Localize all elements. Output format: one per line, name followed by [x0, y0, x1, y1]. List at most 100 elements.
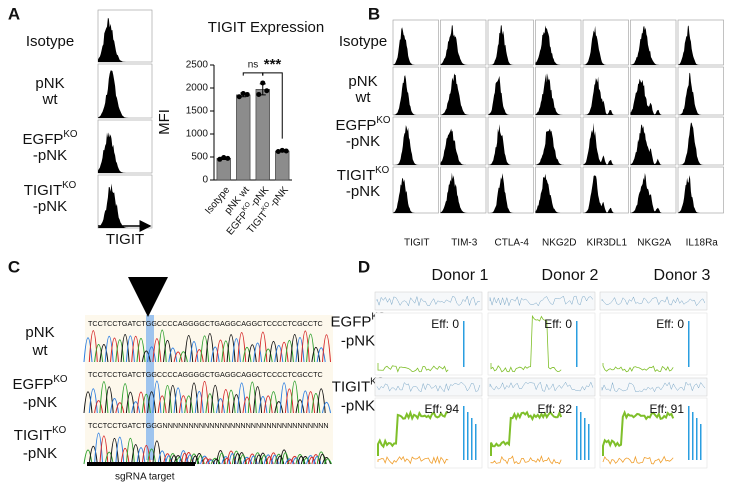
trace-peak [226, 334, 236, 363]
annotation: ns [248, 59, 259, 70]
trace-peak [216, 339, 225, 363]
text-part: -pNK [23, 445, 57, 462]
trace-peak [168, 347, 178, 363]
bar [255, 89, 270, 181]
histogram [678, 175, 724, 213]
trace-peak [242, 396, 252, 414]
text-part: -pNK [346, 133, 380, 150]
y-tick-label: 2500 [186, 60, 209, 71]
histogram [98, 70, 152, 118]
y-tick-label: 2000 [186, 83, 209, 94]
trace-peak [247, 381, 257, 414]
histogram-frame [487, 166, 534, 214]
trace-peak [83, 391, 93, 414]
histogram [488, 173, 534, 213]
trace-peak [223, 457, 232, 465]
trace-peak [94, 343, 104, 363]
blue-bar [692, 412, 694, 460]
efficiency: Eff: 0 [544, 317, 572, 331]
text-part: wt [42, 91, 59, 108]
data-point [256, 91, 262, 97]
trace-peak [168, 385, 178, 414]
blue-bar [584, 418, 586, 460]
strip-trace [601, 295, 706, 307]
trace-peak [165, 455, 173, 465]
label: -pNK [346, 183, 380, 200]
trace-peak [216, 398, 225, 414]
trace-peak [125, 438, 135, 465]
label: -pNK [23, 445, 57, 462]
marker-label: TIGIT [404, 238, 430, 249]
text-part: TIGIT [337, 167, 375, 184]
data-point [244, 91, 250, 97]
trace-peak [216, 449, 225, 465]
efficiency: Eff: 82 [538, 402, 573, 416]
label: -pNK [23, 394, 57, 411]
efficiency: Eff: 0 [656, 317, 684, 331]
trace-peak [231, 338, 241, 363]
trace-peak [290, 334, 300, 363]
text-part: Isotype [26, 33, 74, 50]
blue-bar [688, 321, 690, 367]
label: Isotype [26, 33, 74, 50]
trace-peak [184, 395, 194, 414]
trace-peak [173, 387, 183, 414]
superscript: KO [241, 201, 252, 213]
trace-peak [322, 334, 331, 363]
blue-bar [463, 321, 465, 367]
trace-peak [306, 455, 316, 465]
label: wt [42, 91, 59, 108]
orange-trace [377, 455, 449, 465]
trace-peak [311, 346, 321, 363]
trace-peak [94, 400, 104, 414]
histogram-frame [487, 19, 534, 66]
trace-peak [226, 450, 236, 465]
bar [275, 150, 290, 181]
green-trace [377, 363, 449, 373]
label: TIGITKO [337, 165, 390, 184]
trace-peak [269, 452, 278, 465]
histogram [630, 78, 676, 115]
histogram [440, 172, 486, 213]
text-part: -pNK [341, 332, 375, 349]
trace-peak [178, 351, 188, 363]
trace-peak [157, 450, 167, 465]
histogram [535, 25, 581, 65]
label: EGFPKO [23, 129, 78, 148]
label: pNK [35, 75, 64, 92]
trace-peak [207, 459, 216, 465]
trace-peak [295, 453, 305, 465]
orange-trace [490, 455, 562, 465]
panel-letter: C [8, 257, 20, 276]
trace-strip [487, 291, 596, 311]
histogram [583, 122, 629, 165]
trace-peak [269, 391, 278, 414]
trace-peak [189, 340, 199, 363]
data-point [217, 156, 223, 162]
text-part: TIGIT [332, 378, 370, 395]
trace-peak [308, 456, 317, 465]
trace-peak [276, 455, 285, 465]
trace-peak [104, 336, 114, 363]
trace-peak [163, 385, 172, 414]
superscript: KO [62, 180, 77, 191]
strip-trace [376, 295, 480, 307]
data-point [264, 88, 270, 94]
trace-peak [115, 402, 125, 414]
green-trace [602, 409, 675, 456]
text-part: Isotype [339, 33, 387, 50]
data-point [275, 148, 281, 154]
trace-peak [231, 394, 241, 414]
panel-letter: B [368, 4, 380, 23]
blue-bar [580, 412, 582, 460]
histogram [630, 25, 676, 66]
trace-peak [306, 391, 316, 414]
trace-peak [279, 382, 289, 414]
trace-peak [274, 344, 284, 363]
trace-peak [88, 445, 98, 465]
histogram [678, 122, 724, 165]
trace-peak [115, 436, 125, 465]
trace-strip [599, 377, 708, 397]
superscript: KO [52, 425, 67, 436]
